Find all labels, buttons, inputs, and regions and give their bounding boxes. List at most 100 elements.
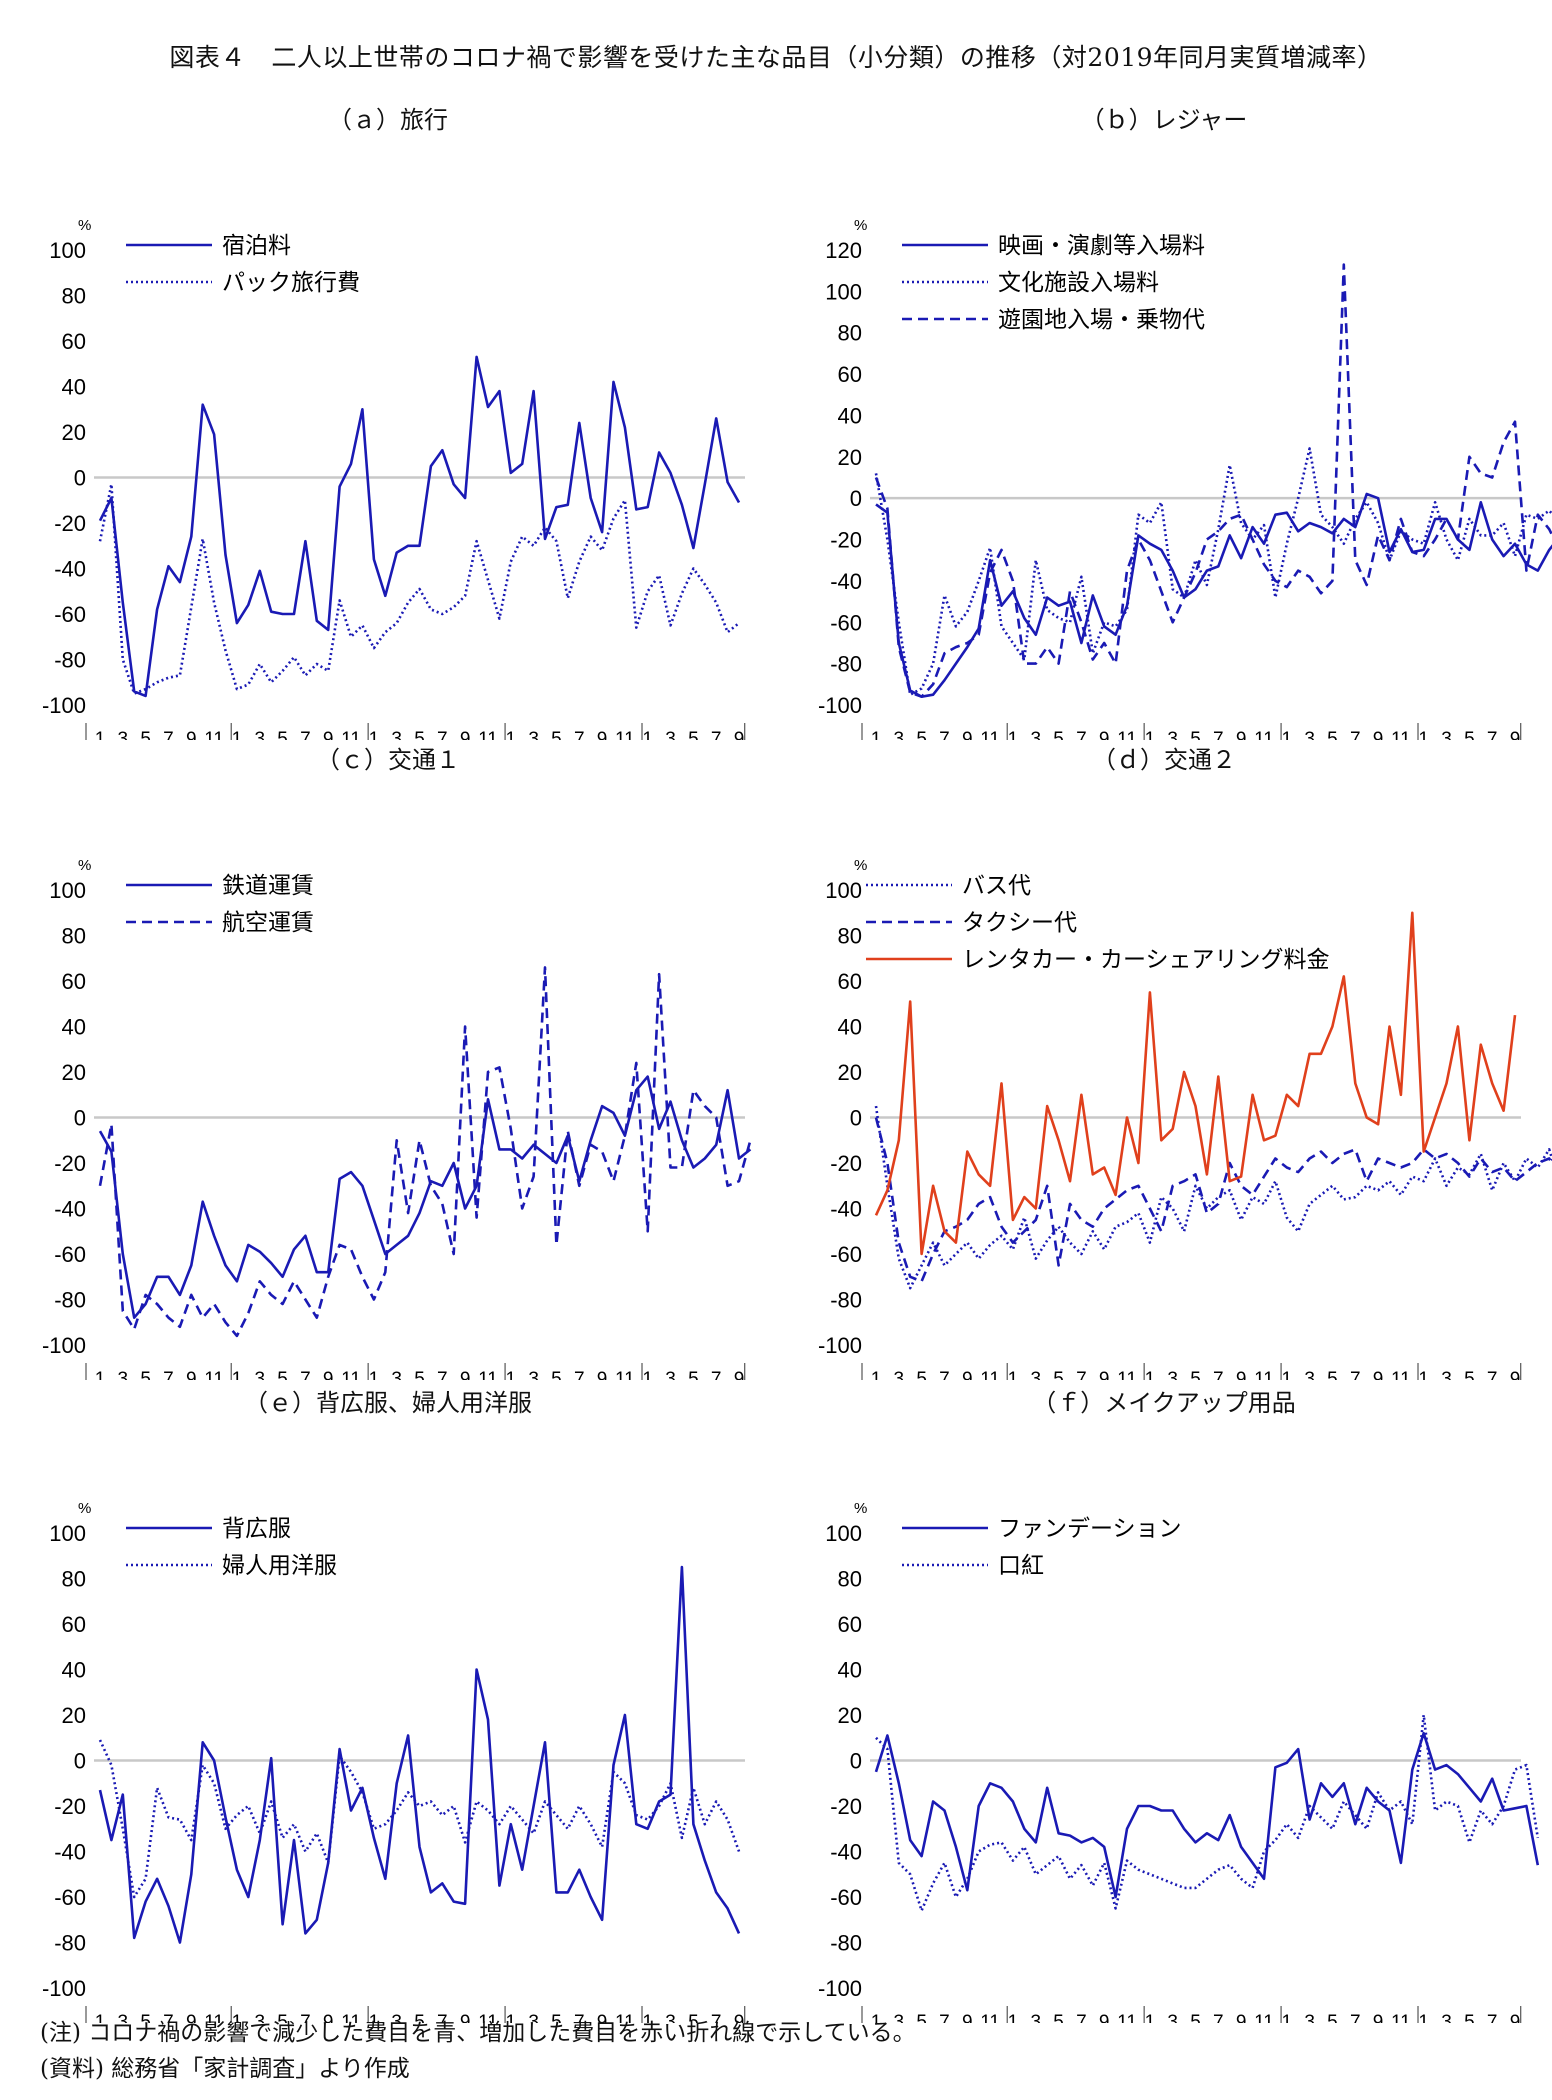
- x-month-label: 7: [1076, 2012, 1087, 2023]
- series-line-1: [874, 1105, 1552, 1290]
- y-tick-label: 80: [838, 924, 862, 949]
- y-tick-label: 80: [838, 321, 862, 346]
- y-tick-label: 80: [62, 924, 86, 949]
- panel-a: （ａ）旅行 -100 -80 -60 -40 -20 0 20 40 60 80 100% 1 3 5 7 9…: [0, 100, 776, 740]
- x-month-label: 9: [734, 1369, 745, 1380]
- x-month-label: 5: [1327, 729, 1338, 740]
- legend-label: 口紅: [998, 1553, 1044, 1579]
- x-month-label: 9: [1510, 2012, 1521, 2023]
- y-tick-label: 20: [838, 1060, 862, 1085]
- x-month-label: 5: [140, 2012, 151, 2023]
- x-month-label: 7: [939, 1369, 950, 1380]
- x-month-label: 9: [460, 2012, 471, 2023]
- y-tick-label: -40: [54, 1840, 86, 1865]
- x-month-label: 7: [300, 1369, 311, 1380]
- x-month-label: 3: [1030, 2012, 1041, 2023]
- x-month-label: 3: [1304, 2012, 1315, 2023]
- figure-title: 図表４ 二人以上世帯のコロナ禍で影響を受けた主な品目（小分類）の推移（対2019…: [169, 43, 1383, 72]
- x-month-label: 9: [323, 729, 334, 740]
- y-tick-label: -20: [54, 1794, 86, 1819]
- x-month-label: 5: [1190, 2012, 1201, 2023]
- y-tick-label: -100: [42, 1333, 86, 1358]
- x-month-label: 9: [1373, 729, 1384, 740]
- x-month-label: 9: [597, 1369, 608, 1380]
- x-month-label: 7: [1487, 2012, 1498, 2023]
- x-month-label: 1: [369, 2012, 380, 2023]
- y-tick-label: -80: [54, 1931, 86, 1956]
- series-line-2: [875, 1713, 1540, 1912]
- y-tick-label: -100: [42, 693, 86, 718]
- x-month-label: 11: [1391, 1369, 1411, 1380]
- y-tick-label: 0: [850, 486, 862, 511]
- y-tick-label: -100: [818, 1333, 862, 1358]
- x-month-label: 11: [478, 2012, 498, 2023]
- x-month-label: 5: [277, 1369, 288, 1380]
- x-month-label: 7: [711, 1369, 722, 1380]
- series-line-2: [874, 1117, 1552, 1283]
- series-line-1: [98, 1565, 741, 1944]
- y-tick-label: 40: [838, 1658, 862, 1683]
- x-month-label: 11: [1117, 1369, 1137, 1380]
- x-month-label: 3: [1167, 1369, 1178, 1380]
- unit-label: %: [78, 1500, 91, 1517]
- y-tick-label: -100: [42, 1976, 86, 2001]
- legend-label: 鉄道運賃: [222, 873, 314, 899]
- x-month-label: 1: [505, 729, 516, 740]
- x-month-label: 3: [1167, 2012, 1178, 2023]
- x-month-label: 3: [1030, 1369, 1041, 1380]
- y-tick-label: -40: [830, 1840, 862, 1865]
- x-month-label: 11: [478, 1369, 498, 1380]
- x-month-label: 3: [391, 1369, 402, 1380]
- x-month-label: 3: [665, 2012, 676, 2023]
- x-month-label: 7: [1213, 729, 1224, 740]
- x-month-label: 7: [1213, 2012, 1224, 2023]
- x-month-label: 7: [437, 1369, 448, 1380]
- x-month-label: 5: [916, 1369, 927, 1380]
- x-month-label: 1: [505, 2012, 516, 2023]
- x-month-label: 9: [1099, 729, 1110, 740]
- x-month-label: 9: [186, 729, 197, 740]
- legend-label: ファンデーション: [998, 1516, 1182, 1542]
- x-month-label: 7: [939, 2012, 950, 2023]
- x-month-label: 7: [711, 2012, 722, 2023]
- x-month-label: 5: [1464, 729, 1475, 740]
- x-month-label: 7: [163, 2012, 174, 2023]
- x-month-label: 3: [528, 1369, 539, 1380]
- x-month-label: 1: [1008, 1369, 1019, 1380]
- x-month-label: 9: [1510, 1369, 1521, 1380]
- y-tick-label: 60: [62, 1612, 86, 1637]
- x-month-label: 5: [414, 729, 425, 740]
- x-month-label: 9: [962, 1369, 973, 1380]
- x-month-label: 7: [437, 729, 448, 740]
- x-month-label: 5: [1053, 2012, 1064, 2023]
- x-month-label: 7: [437, 2012, 448, 2023]
- x-month-label: 5: [1327, 2012, 1338, 2023]
- x-month-label: 3: [894, 2012, 905, 2023]
- series-line-1: [874, 1731, 1540, 1899]
- x-month-label: 11: [204, 729, 224, 740]
- x-month-label: 9: [1373, 1369, 1384, 1380]
- x-month-label: 3: [118, 2012, 129, 2023]
- y-tick-label: -40: [830, 569, 862, 594]
- unit-label: %: [78, 857, 91, 874]
- legend-label: 背広服: [222, 1516, 291, 1542]
- x-month-label: 7: [300, 2012, 311, 2023]
- y-tick-label: 20: [62, 420, 86, 445]
- x-month-label: 9: [734, 2012, 745, 2023]
- y-tick-label: 100: [825, 1521, 862, 1546]
- x-month-label: 9: [460, 729, 471, 740]
- x-month-label: 1: [1008, 2012, 1019, 2023]
- x-month-label: 3: [1441, 2012, 1452, 2023]
- x-month-label: 3: [1167, 729, 1178, 740]
- x-month-label: 9: [323, 2012, 334, 2023]
- y-tick-label: 60: [838, 969, 862, 994]
- x-month-label: 1: [1418, 1369, 1429, 1380]
- unit-label: %: [78, 217, 91, 234]
- x-month-label: 5: [1190, 1369, 1201, 1380]
- source-line: (資料) 総務省「家計調査」より作成: [40, 2056, 410, 2082]
- chart-f: -100-80-60-40-20020406080100%13579112020…: [818, 1500, 1540, 2023]
- x-month-label: 5: [277, 729, 288, 740]
- x-month-label: 9: [1373, 2012, 1384, 2023]
- y-tick-label: 100: [825, 878, 862, 903]
- x-month-label: 1: [642, 729, 653, 740]
